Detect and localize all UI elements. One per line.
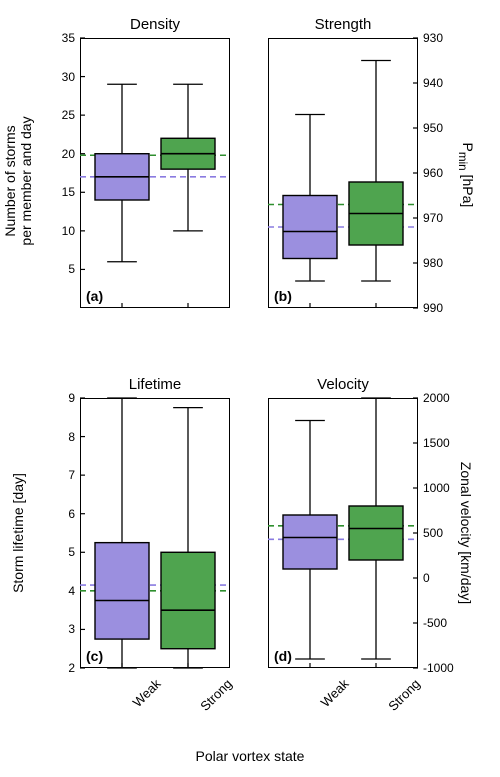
ytick-label: 9 <box>68 391 75 405</box>
panel-letter-b: (b) <box>274 288 292 304</box>
ytick-label: 3 <box>68 622 75 636</box>
ytick-label: 970 <box>423 211 443 225</box>
xlabel: Polar vortex state <box>0 748 500 764</box>
ytick-label: 5 <box>68 262 75 276</box>
panel-title-b: Strength <box>268 16 418 33</box>
boxplot-box <box>283 196 337 259</box>
ytick-label: 7 <box>68 468 75 482</box>
panel-title-d: Velocity <box>268 376 418 393</box>
ytick-label: 940 <box>423 76 443 90</box>
ytick-label: 980 <box>423 256 443 270</box>
ytick-label: 950 <box>423 121 443 135</box>
ytick-label: 20 <box>62 147 75 161</box>
panel-title-c: Lifetime <box>80 376 230 393</box>
ytick-label: 1500 <box>423 436 450 450</box>
ytick-label: 2 <box>68 661 75 675</box>
boxplot-box <box>349 506 403 560</box>
ytick-label: 0 <box>423 571 430 585</box>
ytick-label: 2000 <box>423 391 450 405</box>
ytick-label: 6 <box>68 507 75 521</box>
plot-svg-c <box>80 398 230 668</box>
ylabel-a: Number of stormsper member and day <box>2 81 34 281</box>
ylabel-c: Storm lifetime [day] <box>10 433 26 633</box>
ytick-label: 1000 <box>423 481 450 495</box>
ytick-label: 500 <box>423 526 443 540</box>
ytick-label: 15 <box>62 185 75 199</box>
boxplot-box <box>161 552 215 648</box>
xtick-label: Strong <box>385 676 423 714</box>
ytick-label: 30 <box>62 70 75 84</box>
panel-letter-d: (d) <box>274 648 292 664</box>
ytick-label: 4 <box>68 584 75 598</box>
xtick-label: Weak <box>130 676 164 710</box>
ylabel-d: Zonal velocity [km/day] <box>458 433 474 633</box>
ytick-label: 10 <box>62 224 75 238</box>
plot-svg-d <box>268 398 418 668</box>
xtick-label: Weak <box>318 676 352 710</box>
ytick-label: 5 <box>68 545 75 559</box>
ytick-label: -1000 <box>423 661 454 675</box>
ytick-label: 930 <box>423 31 443 45</box>
ytick-label: -500 <box>423 616 447 630</box>
ytick-label: 35 <box>62 31 75 45</box>
xtick-label: Strong <box>197 676 235 714</box>
panel-title-a: Density <box>80 16 230 33</box>
plot-svg-b <box>268 38 418 308</box>
ytick-label: 8 <box>68 430 75 444</box>
ytick-label: 25 <box>62 108 75 122</box>
panel-letter-c: (c) <box>86 648 103 664</box>
ylabel-b: Pmin [hPa] <box>456 75 476 275</box>
boxplot-box <box>283 515 337 569</box>
panel-letter-a: (a) <box>86 288 103 304</box>
boxplot-box <box>95 543 149 639</box>
ytick-label: 960 <box>423 166 443 180</box>
plot-svg-a <box>80 38 230 308</box>
ytick-label: 990 <box>423 301 443 315</box>
